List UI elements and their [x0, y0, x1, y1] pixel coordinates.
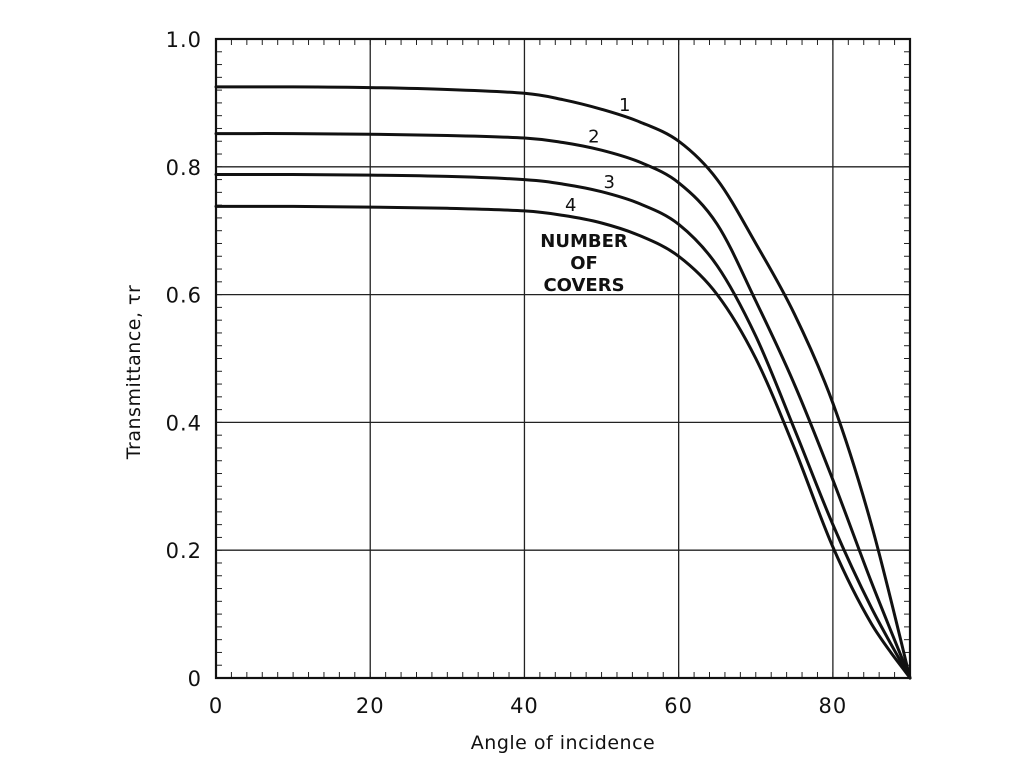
series-line-2: [214, 132, 912, 680]
curves: [214, 85, 912, 680]
x-tick-label-3: 60: [664, 694, 693, 718]
annotation-line-3: COVERS: [543, 275, 624, 296]
x-tick-label-4: 80: [819, 694, 848, 718]
y-tick-labels: 0 0.2 0.4 0.6 0.8 1.0: [166, 28, 202, 691]
series-line-3: [214, 172, 912, 680]
y-tick-label-5: 1.0: [166, 28, 202, 52]
series-line-4: [214, 204, 912, 680]
x-axis-title: Angle of incidence: [471, 732, 655, 754]
series-line-1: [214, 85, 912, 680]
curve-labels: 12 3 4: [565, 95, 630, 216]
curve-label-1: 1: [619, 95, 630, 116]
x-tick-label-2: 40: [510, 694, 539, 718]
curve-label-3: 3: [604, 172, 615, 193]
x-tick-label-1: 20: [356, 694, 385, 718]
x-tick-label-0: 0: [209, 694, 223, 718]
y-tick-label-4: 0.8: [166, 156, 202, 180]
annotation-line-2: OF: [570, 253, 598, 274]
plot-frame: [214, 37, 912, 680]
curve-label-2: 2: [588, 127, 599, 148]
annotation-line-1: NUMBER: [540, 231, 628, 252]
y-tick-label-2: 0.4: [166, 411, 202, 435]
y-axis-title: Transmittance, τr: [123, 285, 145, 461]
x-tick-labels: 0 20 40 60 80: [209, 694, 848, 718]
grid: [216, 39, 910, 678]
y-tick-label-3: 0.6: [166, 284, 202, 308]
y-tick-label-1: 0.2: [166, 539, 202, 563]
y-tick-label-0: 0: [188, 667, 202, 691]
covers-annotation: NUMBER OF COVERS: [540, 231, 628, 296]
curve-label-4: 4: [565, 195, 576, 216]
